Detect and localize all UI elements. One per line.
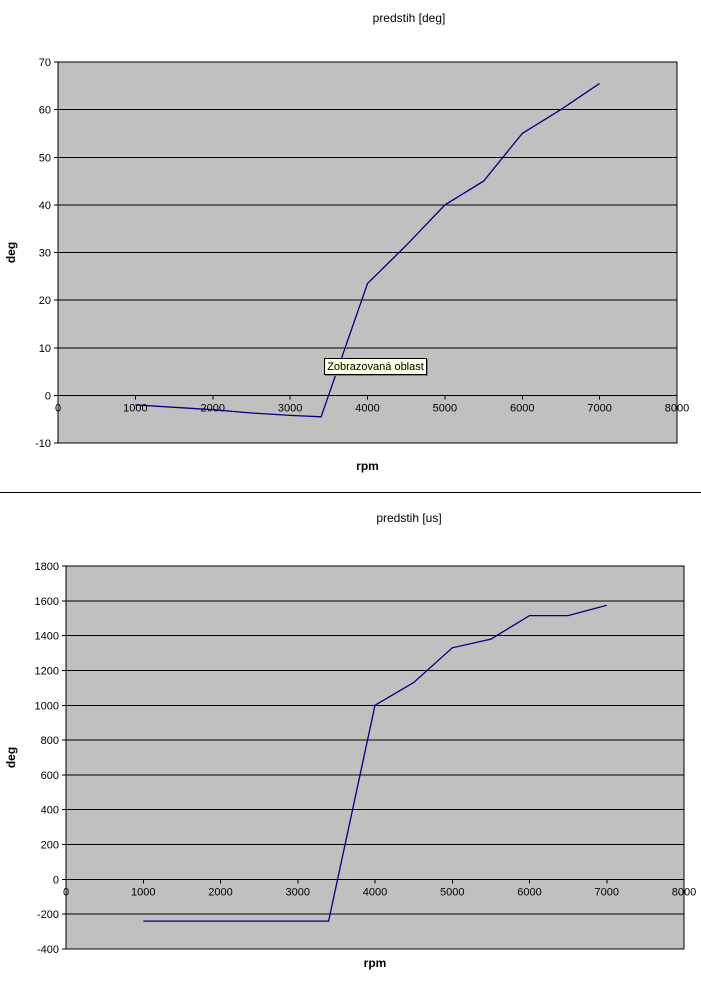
y-tick-label: -200 (37, 909, 59, 921)
x-tick-label: 2000 (201, 402, 225, 414)
chart-predstih-deg: 70 60 50 40 30 20 10 0 -10 0 1000 2000 3000 4000 5000 6… (4, 11, 689, 473)
x-tick-label: 0 (55, 402, 61, 414)
x-tick-label: 7000 (587, 402, 611, 414)
x-tick-label: 1000 (131, 886, 155, 898)
y-tick-label: 1400 (35, 631, 59, 643)
series-line (143, 604, 607, 922)
x-axis: 0 1000 2000 3000 4000 5000 6000 7000 8000 (55, 394, 689, 414)
x-tick-label: 1000 (123, 402, 147, 414)
series-line (135, 82, 600, 418)
y-tick-label: -400 (37, 944, 59, 956)
x-axis-title: rpm (356, 459, 379, 473)
y-tick-label: 60 (39, 105, 51, 117)
y-tick-label: 40 (39, 200, 51, 212)
y-tick-label: 1000 (35, 700, 59, 712)
divider-line (0, 492, 701, 493)
y-tick-label: 70 (39, 57, 51, 69)
x-tick-label: 3000 (286, 886, 310, 898)
x-tick-label: 6000 (510, 402, 534, 414)
x-tick-label: 4000 (363, 886, 387, 898)
x-axis-title: rpm (364, 956, 387, 970)
x-tick-label: 7000 (595, 886, 619, 898)
chart-title: predstih [us] (376, 511, 441, 525)
y-tick-label: -10 (35, 438, 51, 450)
y-tick-label: 600 (41, 770, 59, 782)
tooltip-zobrazovana-oblast: Zobrazovaná oblast (324, 358, 427, 375)
y-tick-label: 50 (39, 152, 51, 164)
y-axis-title: deg (4, 747, 18, 768)
x-axis: 0 1000 2000 3000 4000 5000 6000 7000 8000 (63, 878, 696, 898)
y-tick-label: 400 (41, 805, 59, 817)
y-axis-title: deg (4, 242, 18, 263)
y-tick-label: 0 (45, 390, 51, 402)
x-tick-label: 5000 (433, 402, 457, 414)
x-tick-label: 8000 (672, 886, 696, 898)
chart-title: predstih [deg] (373, 11, 446, 25)
y-tick-label: 30 (39, 248, 51, 260)
plot-area (65, 565, 685, 950)
x-tick-label: 3000 (278, 402, 302, 414)
chart-predstih-us: 180016001400120010008006004002000-200-40… (4, 511, 696, 970)
x-tick-label: 5000 (440, 886, 464, 898)
x-tick-label: 4000 (355, 402, 379, 414)
y-tick-label: 10 (39, 343, 51, 355)
y-tick-label: 200 (41, 840, 59, 852)
y-tick-label: 1200 (35, 665, 59, 677)
y-tick-label: 20 (39, 295, 51, 307)
y-tick-label: 1800 (35, 561, 59, 573)
x-tick-label: 0 (63, 886, 69, 898)
x-tick-label: 6000 (517, 886, 541, 898)
y-tick-label: 1600 (35, 596, 59, 608)
x-tick-label: 8000 (665, 402, 689, 414)
y-tick-label: 0 (53, 874, 59, 886)
x-tick-label: 2000 (208, 886, 232, 898)
y-tick-label: 800 (41, 735, 59, 747)
